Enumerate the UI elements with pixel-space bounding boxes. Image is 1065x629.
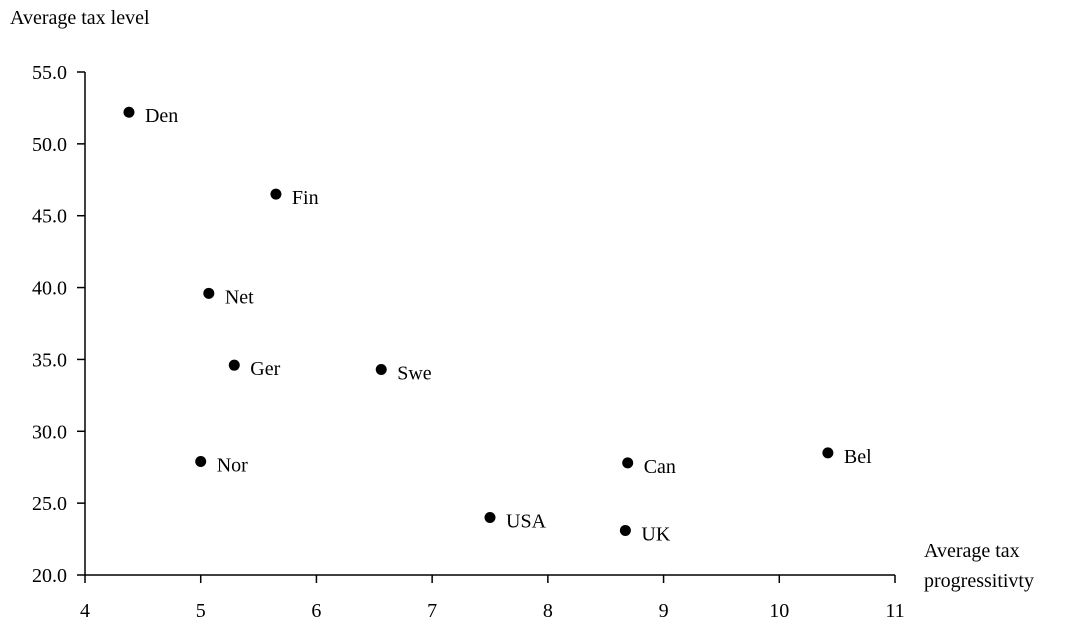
y-tick-label: 55.0	[32, 62, 67, 84]
y-tick-label: 35.0	[32, 349, 67, 371]
data-point-bel	[822, 447, 834, 459]
data-point-ger	[228, 359, 240, 371]
x-tick-label: 4	[80, 600, 90, 622]
y-tick-label: 20.0	[32, 565, 67, 587]
point-label-den: Den	[145, 105, 178, 127]
x-axis-ticks: 4 5 6 7 8 9 10 11	[80, 575, 905, 622]
point-label-nor: Nor	[217, 454, 248, 476]
x-tick-label: 5	[196, 600, 206, 622]
y-axis-title: Average tax level	[10, 7, 150, 29]
x-tick-label: 8	[543, 600, 553, 622]
y-axis-ticks: 20.0 25.0 30.0 35.0 40.0 45.0 50.0 55.0	[32, 62, 85, 587]
y-tick-label: 25.0	[32, 493, 67, 515]
point-label-usa: USA	[506, 511, 547, 533]
point-label-can: Can	[644, 456, 676, 478]
x-tick-label: 11	[885, 600, 904, 622]
y-tick-label: 30.0	[32, 421, 67, 443]
data-point-can	[622, 457, 634, 469]
x-tick-label: 7	[427, 600, 437, 622]
x-tick-label: 9	[659, 600, 669, 622]
data-point-nor	[195, 455, 207, 467]
data-point-den	[123, 106, 135, 118]
point-label-fin: Fin	[292, 187, 319, 209]
point-label-bel: Bel	[844, 446, 872, 468]
point-label-uk: UK	[641, 523, 670, 545]
point-label-swe: Swe	[397, 362, 432, 384]
y-tick-label: 45.0	[32, 206, 67, 228]
y-tick-label: 50.0	[32, 134, 67, 156]
data-point-fin	[270, 188, 282, 200]
x-tick-label: 6	[311, 600, 321, 622]
data-point-usa	[484, 512, 496, 524]
point-label-net: Net	[225, 286, 254, 308]
point-label-ger: Ger	[250, 358, 280, 380]
y-tick-label: 40.0	[32, 278, 67, 300]
x-axis-title-line-1: Average tax	[924, 540, 1020, 562]
x-tick-label: 10	[769, 600, 789, 622]
data-point-swe	[375, 363, 387, 375]
data-point-net	[203, 287, 215, 299]
x-axis-title-line-2: progressitivty	[924, 570, 1034, 592]
data-point-uk	[619, 524, 631, 536]
data-points: Den Fin Net Ger Swe Nor Can Bel USA UK	[123, 105, 872, 545]
